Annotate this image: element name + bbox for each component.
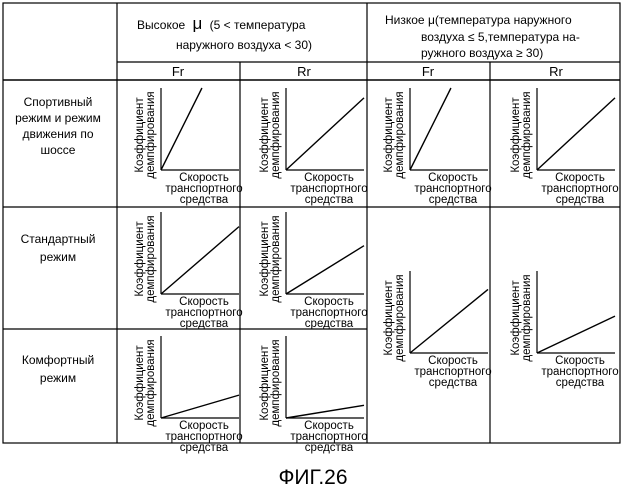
svg-text:шоссе: шоссе: [41, 143, 76, 157]
wheel-label-fr-low: Fr: [422, 64, 435, 79]
graph-low-standard-rr: Коэффициентдемпфирования Скорость транспор…: [510, 271, 619, 389]
y-axis-label: Коэффициентдемпфирования: [383, 274, 406, 361]
high-mu-header-line2: наружного воздуха < 30): [176, 38, 312, 52]
y-axis-label: Коэффициентдемпфирования: [134, 215, 157, 302]
svg-text:движения по: движения по: [22, 127, 93, 141]
svg-text:режим: режим: [40, 250, 76, 264]
wheel-label-rr-low: Rr: [549, 64, 563, 79]
row-label-standard: Стандартный режим: [21, 232, 96, 264]
y-axis-label: Коэффициентдемпфирования: [134, 91, 157, 178]
x-axis-label: Скорость транспортного средства: [414, 172, 491, 206]
y-axis-label: Коэффициентдемпфирования: [259, 215, 282, 302]
graph-comfort-fr-high: Коэффициентдемпфирования Скорость транспор…: [134, 336, 243, 454]
svg-text:Комфортный: Комфортный: [22, 353, 94, 367]
row-label-sport: Спортивный режим и режим движения по шос…: [15, 95, 101, 157]
graph-comfort-rr-high: Коэффициентдемпфирования Скорость транспор…: [259, 336, 368, 454]
damping-line: [285, 404, 365, 419]
graph-cells: Коэффициентдемпфирования Скорость транспор…: [134, 87, 619, 454]
x-axis-label: Скорость транспортного средства: [414, 355, 491, 389]
graph-standard-rr-high: Коэффициентдемпфирования Скорость транспор…: [259, 212, 368, 330]
damping-line: [285, 97, 365, 171]
graph-standard-fr-high: Коэффициентдемпфирования Скорость транспор…: [134, 212, 243, 330]
damping-line: [409, 87, 452, 171]
damping-line: [285, 245, 365, 295]
damping-line: [536, 97, 616, 171]
figure-caption: ФИГ.26: [278, 466, 348, 489]
damping-line: [536, 315, 616, 354]
x-axis-label: Скорость транспортного средства: [165, 296, 242, 330]
graph-sport-fr-low: Коэффициентдемпфирования Скорость транспор…: [383, 87, 492, 206]
graph-sport-rr-low: Коэффициентдемпфирования Скорость транспор…: [510, 88, 619, 206]
y-axis-label: Коэффициентдемпфирования: [259, 91, 282, 178]
wheel-label-fr-high: Fr: [172, 64, 185, 79]
high-mu-header-line1: Высокое μ (5 < температура: [137, 14, 306, 33]
x-axis-label: Скорость транспортного средства: [541, 355, 618, 389]
graph-sport-fr-high: Коэффициентдемпфирования Скорость транспор…: [134, 87, 243, 206]
svg-text:режим: режим: [40, 371, 76, 385]
x-axis-label: Скорость транспортного средства: [165, 420, 242, 454]
row-label-comfort: Комфортный режим: [22, 353, 94, 385]
y-axis-label: Коэффициентдемпфирования: [383, 91, 406, 178]
low-mu-header-line1: Низкое μ(температура наружного: [385, 13, 572, 27]
graph-sport-rr-high: Коэффициентдемпфирования Скорость транспор…: [259, 88, 368, 206]
y-axis-label: Коэффициентдемпфирования: [134, 339, 157, 426]
damping-line: [160, 394, 240, 419]
x-axis-label: Скорость транспортного средства: [541, 172, 618, 206]
x-axis-label: Скорость транспортного средства: [290, 420, 367, 454]
svg-text:Спортивный: Спортивный: [24, 95, 93, 109]
x-axis-label: Скорость транспортного средства: [290, 296, 367, 330]
x-axis-label: Скорость транспортного средства: [165, 172, 242, 206]
damping-line: [160, 87, 203, 171]
y-axis-label: Коэффициентдемпфирования: [259, 339, 282, 426]
damping-line: [409, 288, 489, 354]
damping-line: [160, 226, 240, 295]
wheel-label-rr-high: Rr: [297, 64, 311, 79]
y-axis-label: Коэффициентдемпфирования: [510, 274, 533, 361]
svg-text:Стандартный: Стандартный: [21, 232, 96, 246]
low-mu-header-line2: воздуха ≤ 5,температура на-: [421, 30, 580, 44]
svg-text:режим и режим: режим и режим: [15, 111, 101, 125]
figure-diagram: Высокое μ (5 < температура наружного воз…: [2, 2, 621, 454]
y-axis-label: Коэффициентдемпфирования: [510, 91, 533, 178]
table-grid: [2, 2, 621, 444]
graph-low-standard-fr: Коэффициентдемпфирования Скорость транспор…: [383, 271, 492, 389]
x-axis-label: Скорость транспортного средства: [290, 172, 367, 206]
low-mu-header-line3: ружного воздуха ≥ 30): [421, 46, 543, 60]
